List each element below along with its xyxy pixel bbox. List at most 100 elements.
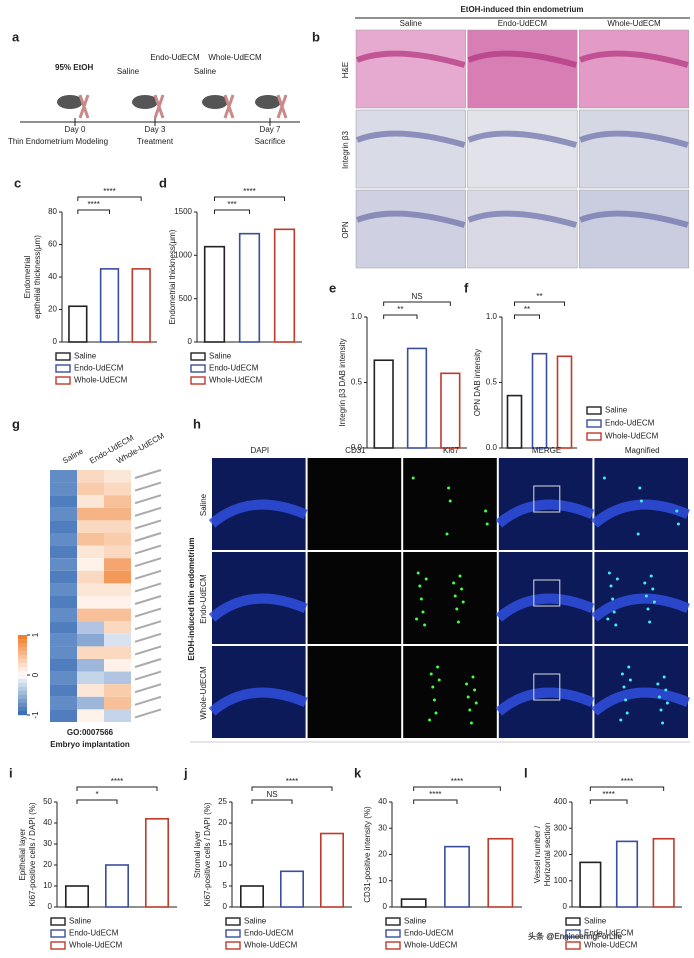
bar xyxy=(531,352,548,449)
signal-dot xyxy=(643,581,647,585)
significance-bracket xyxy=(383,314,418,319)
heatmap-cell xyxy=(77,558,104,571)
heatmap-cell xyxy=(77,495,104,508)
column-label: Magnified xyxy=(625,446,660,455)
fluorescence-image xyxy=(403,646,497,738)
colorbar xyxy=(18,655,27,660)
legend-swatch xyxy=(385,917,401,926)
significance-label: NS xyxy=(266,790,277,799)
legend-label: Endo-UdECM xyxy=(209,364,259,373)
signal-dot xyxy=(431,685,435,689)
gene-label-stub xyxy=(134,469,162,479)
heatmap-cell xyxy=(104,696,131,710)
y-tick-label: 20 xyxy=(218,818,227,827)
tissue xyxy=(579,130,689,148)
panel-letter: g xyxy=(12,416,20,431)
legend-swatch xyxy=(586,432,602,441)
bar xyxy=(240,885,265,908)
label: 95% EtOH xyxy=(55,63,93,72)
gene-label-stub xyxy=(134,544,162,555)
y-tick-label: 40 xyxy=(378,797,387,806)
legend-label: Endo-UdECM xyxy=(404,929,454,938)
legend-label: Saline xyxy=(69,917,92,926)
signal-dot xyxy=(473,688,477,692)
y-tick-label: 40 xyxy=(43,818,52,827)
significance-label: **** xyxy=(103,187,115,196)
column-label: Whole-UdECM xyxy=(115,431,166,466)
panel-letter: e xyxy=(329,280,336,295)
significance-label: **** xyxy=(602,790,614,799)
stage-label: Treatment xyxy=(137,137,174,146)
signal-dot xyxy=(664,688,668,692)
gene-label-stub xyxy=(134,519,162,530)
gene-label-stub xyxy=(134,595,162,605)
signal-dot xyxy=(657,695,661,699)
signal-dot xyxy=(648,620,652,624)
micrograph xyxy=(467,109,578,189)
y-axis-label: epithelial thickness(μm) xyxy=(33,235,42,319)
significance-label: **** xyxy=(111,777,123,786)
legend-swatch xyxy=(55,352,71,361)
signal-dot xyxy=(416,571,420,575)
signal-dot xyxy=(624,698,628,702)
bar xyxy=(400,898,427,908)
fluorescence-image xyxy=(307,458,402,550)
heatmap-cell xyxy=(50,608,77,622)
bar xyxy=(444,845,470,908)
heatmap-cell xyxy=(50,646,77,659)
y-axis-label: Endometrial xyxy=(23,255,32,298)
significance-label: ** xyxy=(397,305,403,314)
legend-swatch xyxy=(586,419,602,428)
gene-label-stub xyxy=(134,645,162,656)
heatmap-cell xyxy=(77,570,104,584)
heatmap-cell xyxy=(77,633,104,647)
signal-dot xyxy=(434,711,438,715)
significance-bracket xyxy=(514,301,565,306)
y-tick-label: 300 xyxy=(554,823,568,832)
signal-dot xyxy=(421,610,425,614)
signal-dot xyxy=(614,623,618,627)
significance-bracket xyxy=(251,799,293,804)
y-tick-label: 0.0 xyxy=(486,443,498,452)
signal-dot xyxy=(606,617,610,621)
y-tick-label: 15 xyxy=(218,839,227,848)
significance-label: **** xyxy=(243,187,255,196)
colorbar xyxy=(18,643,27,648)
colorbar xyxy=(18,667,27,672)
colorbar xyxy=(18,651,27,656)
colorbar xyxy=(18,695,27,700)
y-tick-label: 200 xyxy=(554,850,568,859)
signal-dot xyxy=(429,672,433,676)
y-axis-label: Horizontal section xyxy=(543,823,552,887)
gene-label-stub xyxy=(134,670,162,681)
legend-swatch xyxy=(225,929,241,938)
heatmap-cell xyxy=(77,596,104,609)
legend-swatch xyxy=(50,941,66,950)
signal-dot xyxy=(437,678,441,682)
label: Saline xyxy=(117,67,140,76)
legend-swatch xyxy=(190,376,206,385)
panel-letter: i xyxy=(9,765,13,780)
heatmap-cell xyxy=(104,570,131,584)
fluorescence-image xyxy=(403,552,497,644)
signal-dot xyxy=(676,522,680,526)
legend-label: Endo-UdECM xyxy=(584,929,634,938)
y-tick-label: 500 xyxy=(179,294,193,303)
y-tick-label: 0 xyxy=(563,902,568,911)
y-axis-label: OPN DAB intensity xyxy=(473,349,482,417)
zoom-box xyxy=(533,485,561,513)
y-axis-label: Vessel number / xyxy=(533,825,542,883)
y-tick-label: 20 xyxy=(378,850,387,859)
y-tick-label: 40 xyxy=(48,272,57,281)
significance-bracket xyxy=(214,209,250,214)
row-label: Saline xyxy=(199,493,208,516)
y-tick-label: 100 xyxy=(554,876,568,885)
micrograph xyxy=(355,189,466,269)
tissue xyxy=(467,210,578,228)
heatmap-cell xyxy=(50,709,77,722)
legend-swatch xyxy=(385,941,401,950)
bar xyxy=(68,305,88,343)
signal-dot xyxy=(638,486,642,490)
signal-dot xyxy=(432,698,436,702)
y-tick-label: 400 xyxy=(554,797,568,806)
